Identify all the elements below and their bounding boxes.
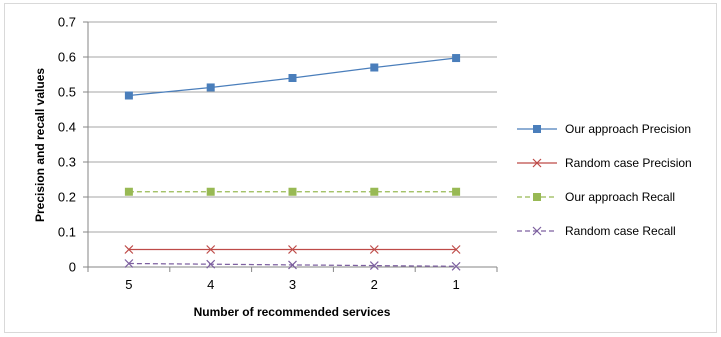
data-point xyxy=(206,187,215,196)
data-point xyxy=(370,63,379,72)
data-point xyxy=(370,187,379,196)
legend: Our approach Precision Random case Precis… xyxy=(517,122,692,238)
y-tick-label: 0.7 xyxy=(58,15,76,30)
data-point xyxy=(124,187,133,196)
y-tick-labels: 0 0.1 0.2 0.3 0.4 0.5 0.6 0.7 xyxy=(58,15,76,275)
y-tick-label: 0.2 xyxy=(58,190,76,205)
data-point xyxy=(451,261,461,271)
x-tick-label: 3 xyxy=(289,277,296,292)
legend-swatch-marker xyxy=(532,158,542,168)
legend-swatch-marker xyxy=(532,226,542,236)
axes xyxy=(83,21,498,272)
legend-entry: Our approach Recall xyxy=(517,190,675,204)
legend-label: Our approach Precision xyxy=(565,122,691,136)
data-point xyxy=(206,83,215,92)
data-point xyxy=(124,91,133,100)
data-point xyxy=(206,259,216,269)
x-tick-label: 4 xyxy=(207,277,214,292)
data-point xyxy=(288,245,297,254)
gridlines xyxy=(88,21,497,233)
data-point xyxy=(288,74,297,82)
series-3 xyxy=(124,259,461,271)
y-tick-label: 0.5 xyxy=(58,85,76,100)
data-point xyxy=(369,245,379,254)
data-point xyxy=(288,260,297,270)
legend-entry: Random case Recall xyxy=(517,224,676,238)
x-tick-label: 5 xyxy=(125,277,132,292)
y-tick-label: 0.6 xyxy=(58,50,76,65)
series-lines xyxy=(124,54,461,271)
x-axis-title: Number of recommended services xyxy=(194,305,391,319)
legend-label: Random case Recall xyxy=(565,224,676,238)
y-tick-label: 0 xyxy=(69,260,76,275)
legend-entry: Our approach Precision xyxy=(517,122,691,136)
y-axis-title: Precision and recall values xyxy=(33,68,47,222)
data-point xyxy=(452,187,461,196)
legend-swatch-marker xyxy=(533,125,541,133)
legend-swatch-marker xyxy=(533,193,541,201)
chart-area xyxy=(4,3,717,333)
y-tick-label: 0.4 xyxy=(58,120,76,135)
y-tick-label: 0.3 xyxy=(58,155,76,170)
y-tick-label: 0.1 xyxy=(58,225,76,240)
legend-entry: Random case Precision xyxy=(517,156,692,170)
data-point xyxy=(451,245,461,254)
data-point xyxy=(124,245,134,254)
series-0 xyxy=(124,54,461,100)
data-point xyxy=(452,54,461,63)
series-2 xyxy=(124,187,461,196)
data-point xyxy=(206,245,216,254)
data-point xyxy=(124,259,134,268)
legend-label: Our approach Recall xyxy=(565,190,675,204)
x-tick-label: 1 xyxy=(452,277,459,292)
data-point xyxy=(288,187,297,196)
data-point xyxy=(369,261,379,271)
series-1 xyxy=(124,245,461,254)
x-tick-labels: 5 4 3 2 1 xyxy=(125,277,459,292)
legend-label: Random case Precision xyxy=(565,156,692,170)
x-tick-label: 2 xyxy=(371,277,378,292)
